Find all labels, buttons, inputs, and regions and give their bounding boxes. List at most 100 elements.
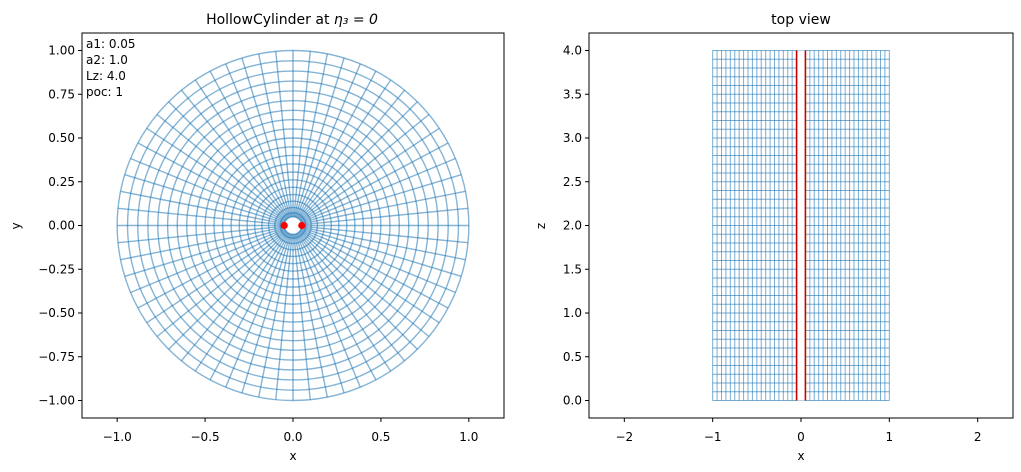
mesh-spoke — [301, 226, 466, 261]
left-panel: HollowCylinder at η₃ = 0 −1.0 −0.5 0.0 0.5 1… — [9, 12, 505, 463]
mesh-spoke — [180, 89, 288, 220]
x-tick-label: 0.5 — [371, 430, 390, 444]
mesh-spoke — [296, 232, 377, 381]
x-tick-label: 1.0 — [459, 430, 478, 444]
annotation-a1: a1: 0.05 — [86, 37, 136, 51]
y-tick-label: −1.00 — [38, 394, 75, 408]
mesh-spoke — [301, 225, 469, 244]
mesh-spoke — [299, 127, 440, 222]
y-tick-label: 0.0 — [563, 394, 582, 408]
y-tick-label: 1.5 — [563, 262, 582, 276]
mesh-spoke — [300, 229, 449, 309]
y-tick-label: 0.50 — [48, 131, 75, 145]
mesh-spoke — [300, 228, 456, 294]
x-tick-label: 0 — [797, 430, 805, 444]
x-tick-label: 0.0 — [283, 430, 302, 444]
y-tick-label: 1.00 — [48, 44, 75, 58]
x-tick-label: 2 — [974, 430, 982, 444]
left-x-axis-label: x — [289, 449, 296, 463]
mesh-spoke — [301, 227, 462, 277]
inner-radius-marker — [280, 221, 288, 230]
y-tick-label: 1.0 — [563, 306, 582, 320]
mesh-spoke — [180, 231, 288, 362]
y-tick-label: 0.00 — [48, 219, 75, 233]
left-mesh — [116, 49, 470, 402]
mesh-spoke — [300, 142, 449, 222]
mesh-spoke — [117, 207, 285, 226]
y-tick-label: −0.25 — [38, 262, 75, 276]
right-panel: top view −2 −1 0 1 2 0.0 0.5 1.0 1.5 2.0 2.5 3.0 3.… — [534, 12, 1014, 463]
right-red-lines — [795, 50, 807, 401]
mesh-spoke — [241, 233, 292, 394]
annotation-a2: a2: 1.0 — [86, 53, 128, 67]
inner-gap-band — [796, 50, 806, 401]
mesh-spoke — [194, 232, 289, 372]
mesh-spoke — [298, 101, 418, 220]
annotation-poc: poc: 1 — [86, 85, 123, 99]
mesh-spoke — [300, 157, 456, 223]
y-tick-label: 0.25 — [48, 175, 75, 189]
mesh-spoke — [295, 233, 361, 388]
right-y-ticks: 0.0 0.5 1.0 1.5 2.0 2.5 3.0 3.5 4.0 — [563, 44, 589, 408]
mesh-spoke — [301, 174, 462, 224]
mesh-spoke — [209, 232, 290, 381]
y-tick-label: −0.50 — [38, 306, 75, 320]
y-tick-label: 3.5 — [563, 87, 582, 101]
y-tick-label: 2.0 — [563, 219, 582, 233]
mesh-spoke — [124, 227, 285, 277]
right-mesh — [712, 50, 890, 401]
mesh-spoke — [299, 230, 430, 338]
mesh-spoke — [130, 228, 286, 294]
right-title: top view — [771, 12, 831, 28]
mesh-spoke — [130, 157, 286, 223]
annotation-lz: Lz: 4.0 — [86, 69, 126, 83]
mesh-spoke — [294, 233, 328, 398]
left-y-axis-label: y — [9, 222, 23, 229]
mesh-spoke — [120, 190, 285, 225]
left-x-ticks: −1.0 −0.5 0.0 0.5 1.0 — [103, 418, 478, 444]
mesh-spoke — [146, 229, 287, 324]
mesh-spoke — [293, 51, 311, 217]
y-tick-label: 4.0 — [563, 44, 582, 58]
mesh-spoke — [124, 174, 285, 224]
inner-radius-marker — [298, 221, 306, 230]
x-tick-label: −1 — [704, 430, 722, 444]
mesh-spoke — [301, 207, 469, 226]
left-y-ticks: −1.00 −0.75 −0.50 −0.25 0.00 0.25 0.50 0.75 1.00 — [38, 44, 82, 408]
right-x-ticks: −2 −1 0 1 2 — [615, 418, 981, 444]
y-tick-label: 2.5 — [563, 175, 582, 189]
x-tick-label: −0.5 — [191, 430, 220, 444]
mesh-spoke — [117, 225, 285, 244]
mesh-spoke — [225, 233, 291, 388]
mesh-spoke — [258, 53, 292, 218]
left-markers — [280, 221, 306, 230]
mesh-spoke — [120, 226, 285, 261]
mesh-spoke — [168, 101, 288, 220]
mesh-spoke — [294, 57, 345, 218]
y-tick-label: −0.75 — [38, 350, 75, 364]
x-tick-label: −1.0 — [103, 430, 132, 444]
y-tick-label: 0.5 — [563, 350, 582, 364]
x-tick-label: −2 — [615, 430, 633, 444]
mesh-spoke — [298, 231, 406, 362]
mesh-spoke — [298, 89, 406, 220]
mesh-spoke — [301, 190, 466, 225]
y-tick-label: 3.0 — [563, 131, 582, 145]
mesh-spoke — [258, 233, 292, 398]
mesh-spoke — [194, 79, 289, 219]
mesh-spoke — [293, 234, 311, 400]
left-title: HollowCylinder at η₃ = 0 — [206, 12, 378, 28]
mesh-spoke — [296, 70, 377, 219]
y-tick-label: 0.75 — [48, 87, 75, 101]
mesh-spoke — [241, 57, 292, 218]
mesh-spoke — [168, 231, 288, 350]
mesh-spoke — [299, 113, 430, 221]
mesh-spoke — [225, 63, 291, 218]
x-tick-label: 1 — [886, 430, 894, 444]
mesh-spoke — [209, 70, 290, 219]
left-parameter-annotation: a1: 0.05 a2: 1.0 Lz: 4.0 poc: 1 — [86, 37, 136, 99]
mesh-spoke — [156, 113, 287, 221]
mesh-spoke — [275, 51, 293, 217]
